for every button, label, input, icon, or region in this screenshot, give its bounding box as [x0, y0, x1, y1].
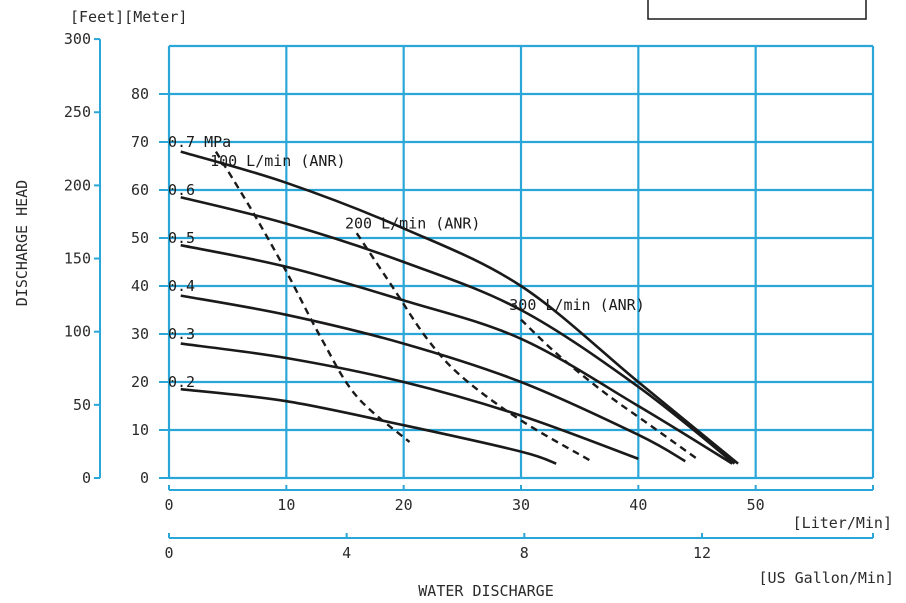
pressure-curve-3 [180, 294, 686, 463]
feet-tick-label-250: 250 [64, 103, 91, 121]
feet-tick-label-50: 50 [73, 396, 91, 414]
air-label-2: 300 L/min (ANR) [509, 296, 644, 314]
meter-tick-label-10: 10 [131, 421, 149, 439]
air-label-0: 100 L/min (ANR) [210, 152, 345, 170]
x2-tick-label-0: 0 [164, 544, 173, 562]
curve-labels: 0.7 MPa 0.6 0.5 0.4 0.3 0.2 100 L/min (ANR) 200… [168, 133, 645, 391]
pressure-curve-2 [180, 243, 733, 465]
air-curve-0 [214, 150, 411, 443]
meter-tick-label-80: 80 [131, 85, 149, 103]
feet-tick-label-100: 100 [64, 323, 91, 341]
pressure-label-1: 0.6 [168, 181, 195, 199]
x-tick-label-40: 40 [629, 496, 647, 514]
pressure-label-4: 0.3 [168, 325, 195, 343]
x-tick-label-20: 20 [395, 496, 413, 514]
meter-tick-label-0: 0 [140, 469, 149, 487]
pressure-curves [180, 150, 739, 465]
pressure-curve-1 [180, 195, 736, 465]
pressure-label-0: 0.7 MPa [168, 133, 231, 151]
axes [94, 38, 874, 539]
meter-tick-label-60: 60 [131, 181, 149, 199]
pressure-curve-5 [180, 387, 557, 465]
x-tick-label-50: 50 [747, 496, 765, 514]
feet-tick-label-200: 200 [64, 176, 91, 194]
x-unit-primary: [Liter/Min] [793, 514, 892, 532]
air-label-1: 200 L/min (ANR) [345, 215, 480, 233]
meter-tick-label-50: 50 [131, 229, 149, 247]
x-axis-title: WATER DISCHARGE [418, 582, 553, 600]
pressure-label-3: 0.4 [168, 277, 195, 295]
air-consumption-curves [214, 150, 698, 463]
grid-lines [167, 44, 875, 480]
y-units-label: [Feet][Meter] [70, 8, 187, 26]
pressure-curve-4 [180, 342, 639, 461]
legend-box [647, 0, 867, 20]
y-axis-title: DISCHARGE HEAD [13, 180, 31, 306]
x-tick-label-10: 10 [277, 496, 295, 514]
pressure-curve-0 [180, 150, 739, 465]
feet-tick-label-150: 150 [64, 250, 91, 268]
x-unit-secondary: [US Gallon/Min] [759, 569, 894, 587]
x2-tick-label-4: 4 [342, 544, 351, 562]
feet-tick-label-300: 300 [64, 30, 91, 48]
meter-tick-label-70: 70 [131, 133, 149, 151]
meter-tick-label-40: 40 [131, 277, 149, 295]
x-tick-label-0: 0 [164, 496, 173, 514]
air-curve-2 [520, 318, 698, 460]
pressure-label-2: 0.5 [168, 229, 195, 247]
air-curve-1 [355, 232, 593, 463]
x2-tick-label-8: 8 [520, 544, 529, 562]
x2-tick-label-12: 12 [693, 544, 711, 562]
meter-tick-label-20: 20 [131, 373, 149, 391]
feet-tick-label-0: 0 [82, 469, 91, 487]
x-tick-label-30: 30 [512, 496, 530, 514]
meter-tick-label-30: 30 [131, 325, 149, 343]
pressure-label-5: 0.2 [168, 373, 195, 391]
